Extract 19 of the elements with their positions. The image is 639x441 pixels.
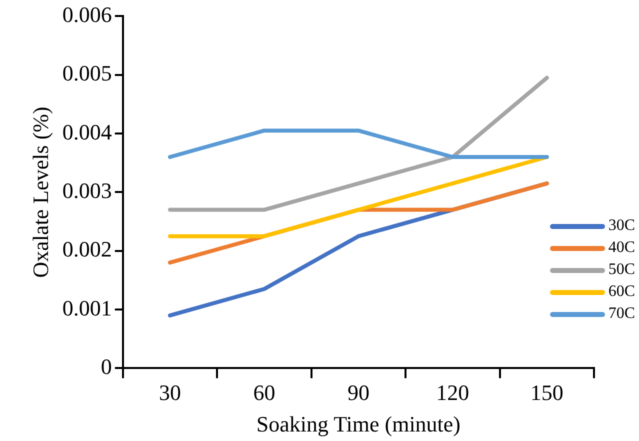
legend-label: 60C [608, 283, 635, 301]
y-tick-label: 0.002 [62, 236, 112, 262]
x-tick-label: 30 [159, 380, 182, 406]
y-tick-label: 0 [100, 354, 112, 379]
y-tick-label: 0.004 [62, 119, 112, 144]
x-tick-label: 90 [347, 380, 370, 406]
y-tick-label: 0.005 [62, 60, 112, 86]
legend-label: 70C [608, 305, 635, 323]
legend-label: 30C [608, 217, 635, 235]
legend-label: 40C [608, 239, 635, 257]
y-tick-label: 0.001 [62, 295, 112, 320]
y-tick-label: 0.003 [62, 178, 112, 203]
x-tick-label: 120 [436, 380, 470, 406]
y-tick-label: 0.006 [62, 2, 112, 27]
x-tick-label: 150 [530, 380, 564, 406]
x-axis-title: Soaking Time (minute) [256, 412, 461, 437]
y-axis-title: Oxalate Levels (%) [28, 106, 53, 278]
legend-label: 50C [608, 261, 635, 279]
x-tick-label: 60 [253, 380, 276, 406]
